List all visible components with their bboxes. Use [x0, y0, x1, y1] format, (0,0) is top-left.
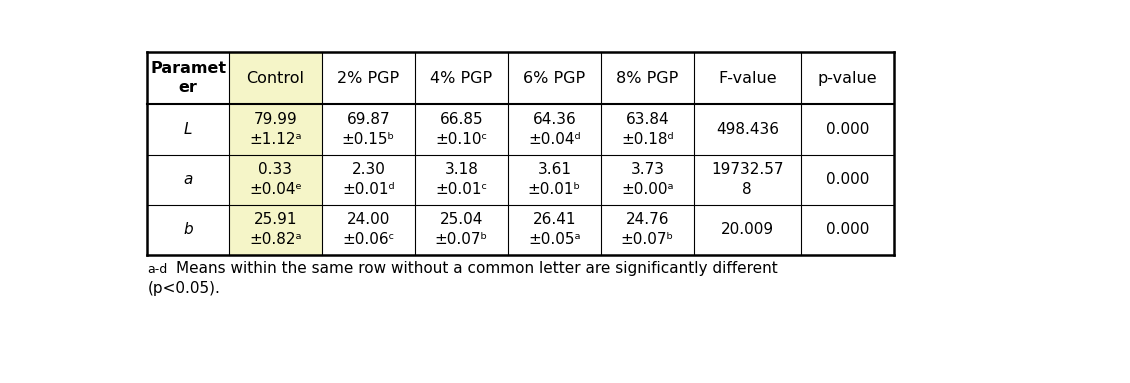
Text: 498.436: 498.436: [715, 122, 779, 137]
Text: p-value: p-value: [817, 71, 877, 86]
Text: 3.18
±0.01ᶜ: 3.18 ±0.01ᶜ: [435, 162, 487, 197]
Text: (p<0.05).: (p<0.05).: [147, 281, 220, 296]
Text: 25.04
±0.07ᵇ: 25.04 ±0.07ᵇ: [435, 212, 488, 247]
Text: F-value: F-value: [718, 71, 776, 86]
Text: 19732.57
8: 19732.57 8: [711, 162, 783, 197]
Text: Means within the same row without a common letter are significantly different: Means within the same row without a comm…: [176, 261, 779, 276]
Text: L: L: [184, 122, 192, 137]
Text: b: b: [183, 222, 193, 237]
Text: 3.61
±0.01ᵇ: 3.61 ±0.01ᵇ: [528, 162, 581, 197]
Text: 63.84
±0.18ᵈ: 63.84 ±0.18ᵈ: [622, 112, 673, 147]
Text: Control: Control: [246, 71, 304, 86]
Text: 0.33
±0.04ᵉ: 0.33 ±0.04ᵉ: [249, 162, 302, 197]
Text: 64.36
±0.04ᵈ: 64.36 ±0.04ᵈ: [528, 112, 581, 147]
Text: 66.85
±0.10ᶜ: 66.85 ±0.10ᶜ: [435, 112, 487, 147]
Text: Paramet
er: Paramet er: [150, 62, 226, 95]
Text: 2% PGP: 2% PGP: [337, 71, 399, 86]
Text: 20.009: 20.009: [721, 222, 774, 237]
Text: a-d: a-d: [147, 263, 167, 276]
Text: a: a: [183, 172, 193, 187]
Text: 25.91
±0.82ᵃ: 25.91 ±0.82ᵃ: [249, 212, 302, 247]
Text: 2.30
±0.01ᵈ: 2.30 ±0.01ᵈ: [342, 162, 394, 197]
Text: 79.99
±1.12ᵃ: 79.99 ±1.12ᵃ: [249, 112, 302, 147]
Text: 0.000: 0.000: [826, 172, 869, 187]
Text: 69.87
±0.15ᵇ: 69.87 ±0.15ᵇ: [341, 112, 394, 147]
Text: 8% PGP: 8% PGP: [616, 71, 678, 86]
Text: 24.76
±0.07ᵇ: 24.76 ±0.07ᵇ: [620, 212, 673, 247]
Text: 4% PGP: 4% PGP: [431, 71, 493, 86]
Text: 6% PGP: 6% PGP: [523, 71, 585, 86]
Text: 24.00
±0.06ᶜ: 24.00 ±0.06ᶜ: [342, 212, 394, 247]
Text: 26.41
±0.05ᵃ: 26.41 ±0.05ᵃ: [528, 212, 581, 247]
Text: 0.000: 0.000: [826, 222, 869, 237]
Text: 0.000: 0.000: [826, 122, 869, 137]
Text: 3.73
±0.00ᵃ: 3.73 ±0.00ᵃ: [622, 162, 673, 197]
